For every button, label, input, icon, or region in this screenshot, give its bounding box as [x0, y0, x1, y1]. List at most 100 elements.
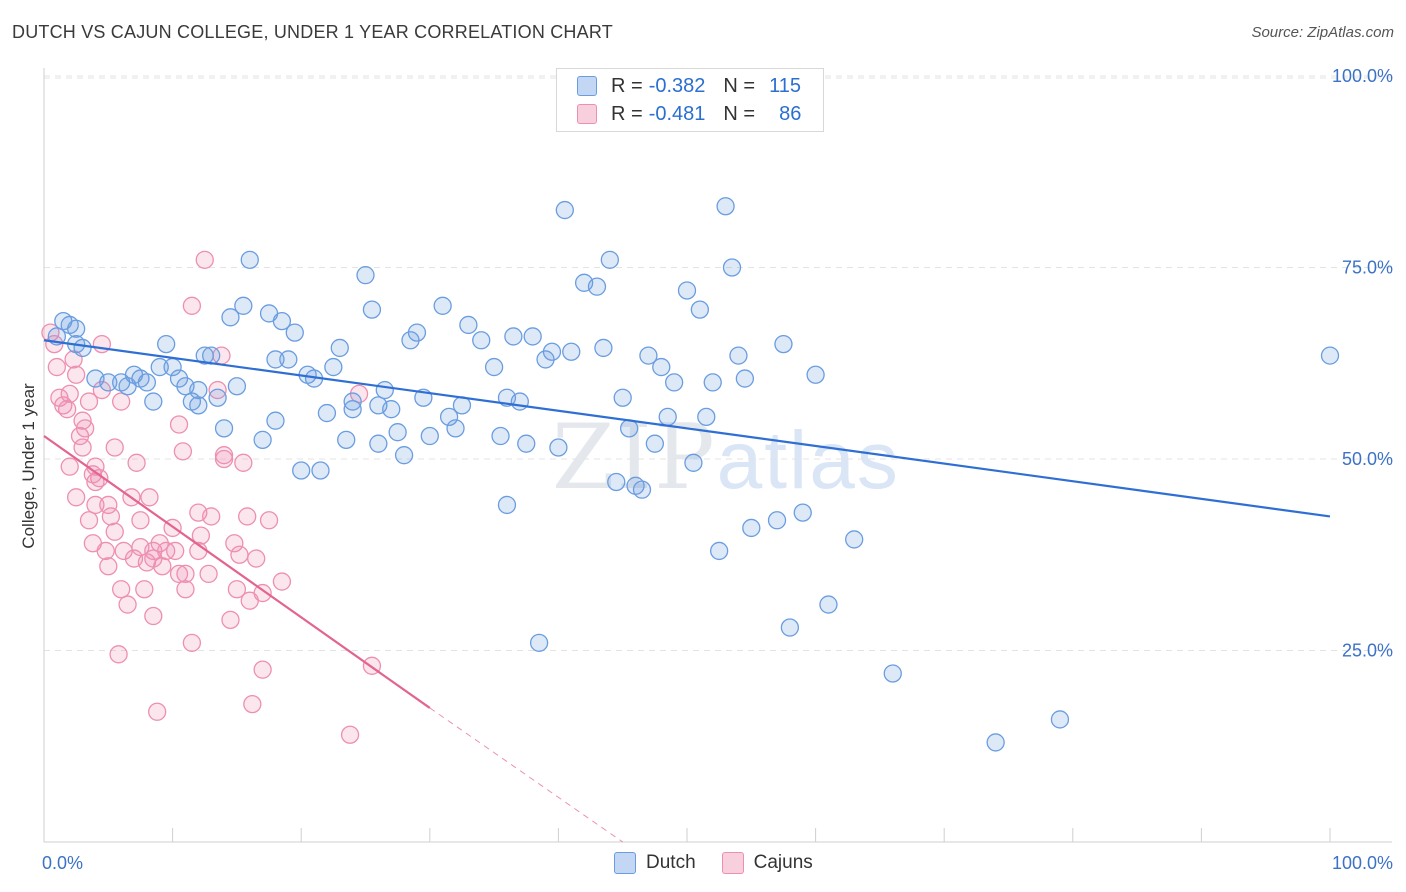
- dutch-point: [266, 350, 285, 369]
- y-tick-label: 75.0%: [1342, 258, 1393, 278]
- dutch-point: [806, 365, 825, 384]
- dutch-point: [214, 419, 234, 438]
- dutch-point: [619, 419, 639, 438]
- dutch-point: [285, 323, 304, 342]
- dutch-point: [407, 323, 427, 342]
- dutch-point: [394, 446, 414, 465]
- dutch-point: [343, 392, 362, 411]
- cajun-point: [259, 511, 279, 530]
- cajun-point: [340, 725, 360, 744]
- dutch-point: [118, 377, 137, 396]
- dutch-point: [150, 357, 169, 377]
- dutch-point: [234, 296, 253, 315]
- cajun-trend-extension: [429, 707, 623, 843]
- cajun-point: [109, 645, 128, 664]
- dutch-point: [594, 338, 613, 358]
- cajun-point: [86, 495, 105, 515]
- cajun-point: [105, 522, 124, 541]
- cajun-point: [60, 384, 79, 404]
- dutch-point: [272, 311, 292, 331]
- dutch-point: [144, 392, 163, 411]
- dutch-point: [652, 357, 671, 377]
- cajun-swatch: [577, 104, 597, 124]
- cajun-point: [182, 633, 202, 652]
- dutch-point: [986, 733, 1005, 752]
- dutch-point: [697, 407, 716, 427]
- cajun-point: [214, 446, 234, 465]
- r-label: R =: [611, 74, 643, 97]
- dutch-point: [735, 369, 755, 388]
- cajun-point: [83, 465, 103, 484]
- dutch-point: [742, 518, 761, 538]
- dutch-point: [613, 388, 632, 407]
- dutch-point: [420, 426, 439, 446]
- dutch-point: [446, 419, 465, 438]
- cajun-point: [234, 453, 253, 472]
- dutch-point: [793, 503, 812, 522]
- dutch-point: [337, 430, 356, 450]
- correlation-legend: R = -0.382 N = 115 R = -0.481 N = 86: [556, 68, 824, 132]
- dutch-point: [645, 434, 664, 453]
- cajun-point: [112, 580, 131, 599]
- source-label: Source: ZipAtlas.com: [1251, 24, 1394, 41]
- cajun-point: [176, 580, 195, 599]
- cajun-point: [199, 564, 218, 584]
- cajun-point: [112, 392, 131, 411]
- cajun-point: [227, 580, 247, 599]
- dutch-point: [632, 480, 652, 499]
- dutch-point: [497, 495, 517, 515]
- dutch-swatch: [577, 76, 597, 96]
- dutch-point: [195, 346, 214, 365]
- cajun-point: [79, 511, 99, 530]
- dutch-point: [555, 200, 574, 220]
- y-tick-label: 100.0%: [1332, 66, 1393, 86]
- cajun-point: [67, 488, 86, 507]
- cajun-point: [202, 507, 221, 526]
- dutch-point: [433, 296, 452, 315]
- x-tick-label-min: 0.0%: [42, 853, 83, 873]
- dutch-point: [549, 438, 568, 457]
- grid-layer: [44, 75, 1392, 651]
- r-label: R =: [611, 102, 643, 125]
- dutch-point: [472, 331, 491, 350]
- cajun-point: [140, 488, 159, 507]
- cajun-point: [60, 457, 79, 476]
- cajun-point: [238, 507, 257, 526]
- tick-labels: 25.0% 50.0% 75.0% 100.0% 0.0% 100.0% College, …: [19, 66, 1393, 873]
- n-label: N =: [723, 102, 756, 125]
- dutch-point: [157, 334, 176, 354]
- cajun-point: [47, 357, 67, 377]
- dutch-point: [459, 315, 478, 335]
- dutch-point: [324, 357, 343, 377]
- r-value: -0.481: [648, 102, 706, 125]
- cajun-point: [105, 438, 124, 457]
- y-axis-label: College, Under 1 year: [19, 383, 38, 549]
- y-tick-label: 50.0%: [1342, 449, 1393, 469]
- dutch-point: [382, 400, 401, 419]
- cajun-point: [57, 400, 77, 419]
- dutch-point: [883, 664, 902, 683]
- dutch-point: [221, 308, 240, 327]
- dutch-point: [67, 319, 86, 338]
- n-label: N =: [723, 74, 756, 97]
- dutch-point: [819, 595, 838, 614]
- cajun-point: [99, 557, 118, 576]
- n-value: 115: [769, 74, 801, 97]
- trend-lines: [43, 339, 1331, 843]
- dutch-point: [279, 350, 298, 369]
- dutch-point: [497, 388, 517, 407]
- dutch-point: [767, 511, 787, 530]
- dutch-points: [47, 197, 1340, 752]
- dutch-point: [362, 300, 382, 319]
- cajun-point: [144, 549, 163, 568]
- dutch-point: [703, 373, 722, 392]
- cajun-point: [76, 419, 95, 438]
- cajun-point: [131, 537, 150, 557]
- dutch-point: [189, 396, 208, 415]
- dutch-point: [716, 197, 735, 216]
- dutch-point: [343, 400, 362, 419]
- dutch-point: [317, 403, 337, 423]
- cajun-point: [144, 606, 163, 626]
- dutch-point: [780, 618, 800, 637]
